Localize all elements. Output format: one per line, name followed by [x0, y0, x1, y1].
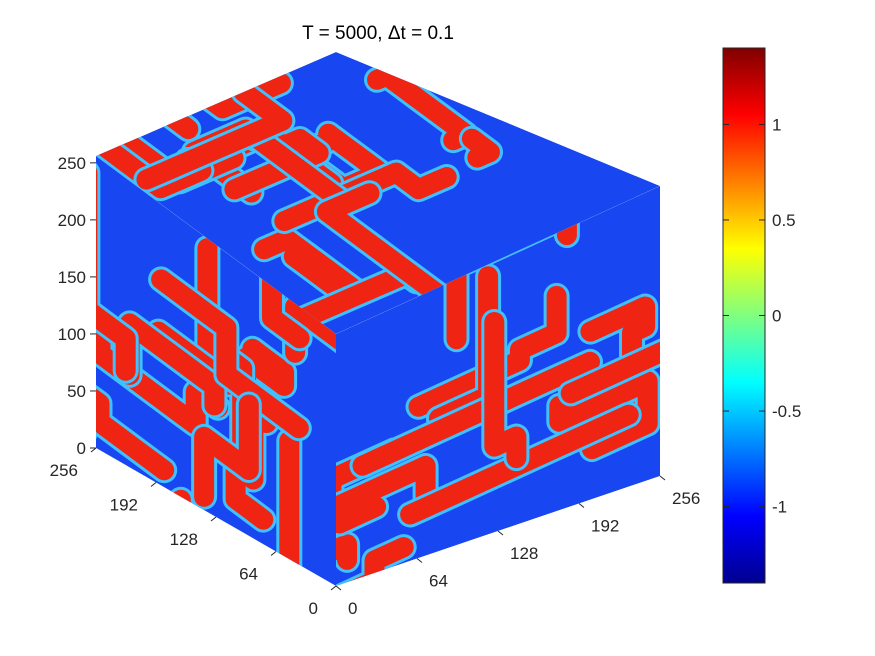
colorbar-tick-label: 0 — [772, 307, 781, 326]
colorbar-tick-label: -0.5 — [772, 402, 801, 421]
left-face-positive-domain — [96, 162, 136, 381]
left-face-positive-domain — [151, 269, 309, 439]
top-face-positive-domain — [461, 128, 500, 168]
y-tick-mark — [90, 447, 97, 453]
x-tick-label: 128 — [510, 544, 538, 563]
colorbar-tick-label: -1 — [772, 498, 787, 517]
x-tick-label: 64 — [429, 572, 448, 591]
x-tick-mark — [416, 558, 423, 563]
top-face-positive-domain — [316, 183, 457, 311]
y-tick-label: 64 — [239, 565, 258, 584]
colorbar-tick-label: 1 — [772, 115, 781, 134]
left-face-positive-domain — [96, 324, 206, 435]
z-tick-label: 0 — [77, 439, 86, 458]
x-axis: 0 64 128 192 256 — [335, 475, 700, 618]
x-tick-label: 192 — [591, 517, 619, 536]
y-tick-mark — [270, 551, 277, 556]
cube-right-face — [336, 186, 660, 586]
right-face-positive-domain — [560, 335, 660, 414]
y-tick-label: 128 — [170, 530, 198, 549]
colorbar: 1 0.5 0 -0.5 -1 — [722, 47, 801, 584]
y-tick-label: 192 — [110, 496, 138, 515]
x-tick-mark — [578, 503, 585, 508]
y-tick-mark — [150, 482, 157, 487]
z-axis: 0 50 100 150 200 250 — [58, 154, 96, 458]
x-tick-label: 256 — [672, 489, 700, 508]
z-tick-label: 50 — [67, 382, 86, 401]
y-axis: 0 64 128 192 256 — [50, 447, 337, 618]
right-face-positive-domain — [549, 371, 658, 460]
x-tick-mark — [497, 530, 504, 536]
x-tick-label: 0 — [348, 599, 357, 618]
z-tick-label: 200 — [58, 211, 86, 230]
z-tick-label: 150 — [58, 268, 86, 287]
right-face-positive-domain — [408, 285, 567, 417]
y-tick-label: 256 — [50, 461, 78, 480]
x-tick-mark — [659, 475, 666, 481]
z-tick-label: 100 — [58, 325, 86, 344]
y-tick-mark — [330, 585, 337, 591]
right-face-positive-domain — [400, 404, 639, 525]
y-tick-mark — [210, 516, 217, 522]
left-face-positive-domain — [194, 394, 259, 507]
right-face-positive-domain — [484, 312, 527, 469]
right-face-positive-domain — [336, 455, 436, 534]
chart-title: T = 5000, Δt = 0.1 — [302, 23, 454, 44]
right-face-positive-domain — [336, 537, 414, 586]
colorbar-gradient — [722, 47, 766, 584]
left-face-positive-domain — [96, 382, 175, 481]
top-face-positive-domain — [136, 81, 293, 190]
x-tick-mark — [335, 585, 342, 591]
y-tick-label: 0 — [309, 599, 318, 618]
colorbar-tick-label: 0.5 — [772, 211, 796, 230]
z-tick-label: 250 — [58, 154, 86, 173]
right-face-positive-domain — [336, 534, 358, 586]
